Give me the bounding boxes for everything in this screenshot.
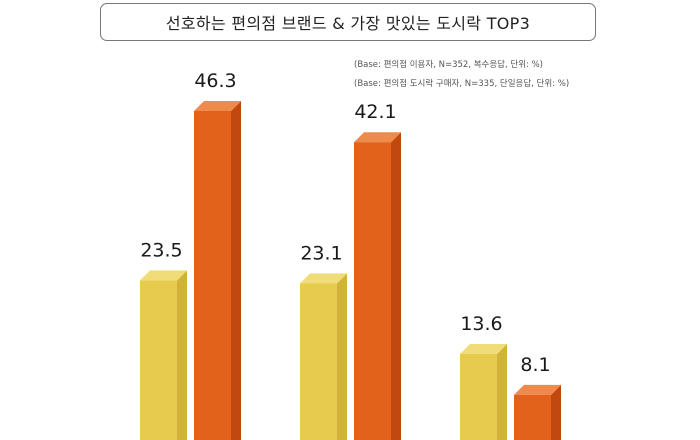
bar-s2-c1-top xyxy=(194,100,241,111)
bar-s1-c1 xyxy=(140,280,177,440)
base-note-2: (Base: 편의점 도시락 구매자, N=335, 단일응답, 단위: %) xyxy=(354,79,570,89)
bar-s1-c2 xyxy=(300,283,337,440)
bar-s2-c1 xyxy=(194,110,231,440)
bar-s1-c3-value-label: 13.6 xyxy=(460,313,502,335)
bar-s1-c2-top xyxy=(300,273,347,284)
base-note-1: (Base: 편의점 이용자, N=352, 복수응답, 단위: %) xyxy=(354,60,543,70)
bar-s1-c1-value-label: 23.5 xyxy=(140,239,182,261)
bar-s1-c1-side xyxy=(177,270,187,440)
bar-s2-c3-top xyxy=(514,384,561,395)
bar-s1-c3-top xyxy=(460,343,507,354)
bar-s2-c3 xyxy=(514,394,551,440)
bar-s1-c3 xyxy=(460,353,497,440)
chart-title-box: 선호하는 편의점 브랜드 & 가장 맛있는 도시락 TOP3 xyxy=(100,3,596,41)
bar-s2-c2 xyxy=(354,142,391,440)
bar-s2-c1-value-label: 46.3 xyxy=(194,70,236,92)
bar-s1-c2-value-label: 23.1 xyxy=(300,242,342,264)
bar-s2-c3-value-label: 8.1 xyxy=(520,354,550,376)
bar-s2-c2-top xyxy=(354,132,401,143)
chart-title: 선호하는 편의점 브랜드 & 가장 맛있는 도시락 TOP3 xyxy=(165,14,531,33)
bar-s2-c2-side xyxy=(391,132,401,440)
bar-s2-c2-value-label: 42.1 xyxy=(354,101,396,123)
bar-s1-c1-top xyxy=(140,270,187,281)
bar-s1-c3-side xyxy=(497,343,507,440)
bar-s1-c2-side xyxy=(337,273,347,440)
bar-s2-c3-side xyxy=(551,384,561,440)
bar-s2-c1-side xyxy=(231,100,241,440)
